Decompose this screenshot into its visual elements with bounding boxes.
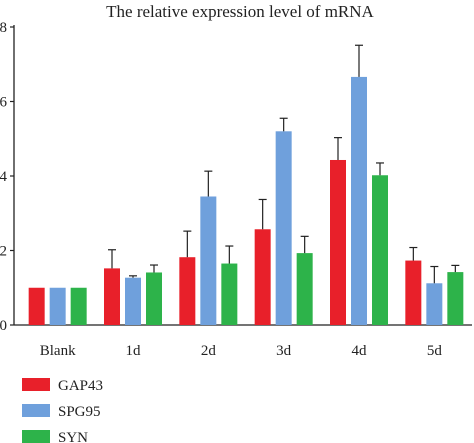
legend-swatch-spg95 [22, 404, 50, 417]
bar-spg95-5d [426, 283, 443, 325]
bar-syn-5d [447, 272, 464, 325]
y-axis: 0 2 4 6 8 [0, 20, 15, 334]
bar-gap43-2d [179, 257, 196, 325]
bar-gap43-4d [330, 159, 346, 325]
x-tick-label: 2d [201, 343, 217, 359]
bar-gap43-5d [405, 260, 422, 325]
bar-syn-4d [372, 175, 388, 325]
chart-title: The relative expression level of mRNA [106, 2, 374, 21]
x-tick-label: 4d [352, 343, 368, 359]
y-tick-label: 0 [0, 318, 7, 334]
x-tick-label: 5d [427, 343, 443, 359]
x-tick-label: 1d [126, 343, 142, 359]
bar-syn-1d [146, 272, 162, 325]
x-axis: Blank 1d 2d 3d 4d 5d [14, 324, 472, 359]
bar-gap43-1d [104, 268, 120, 325]
bar-gap43-blank [28, 287, 45, 325]
bars [28, 44, 464, 325]
bar-syn-2d [221, 263, 238, 325]
bar-syn-blank [70, 287, 87, 325]
x-tick-label: 3d [276, 343, 292, 359]
legend-label-syn: SYN [58, 430, 88, 443]
bar-spg95-1d [125, 277, 141, 325]
bar-spg95-4d [351, 76, 367, 325]
bar-spg95-2d [200, 196, 217, 325]
y-tick-label: 4 [0, 169, 8, 185]
legend-label-gap43: GAP43 [58, 378, 103, 394]
bar-spg95-3d [275, 131, 292, 325]
y-tick-label: 8 [0, 20, 7, 36]
x-tick-label: Blank [40, 343, 76, 359]
legend-label-spg95: SPG95 [58, 404, 101, 420]
y-tick-label: 6 [0, 95, 8, 111]
bar-gap43-3d [254, 229, 271, 325]
bar-syn-3d [296, 253, 313, 325]
bar-spg95-blank [49, 287, 66, 325]
legend-swatch-gap43 [22, 378, 50, 391]
legend-swatch-syn [22, 430, 50, 443]
legend: GAP43 SPG95 SYN [22, 378, 103, 443]
y-tick-label: 2 [0, 244, 7, 260]
